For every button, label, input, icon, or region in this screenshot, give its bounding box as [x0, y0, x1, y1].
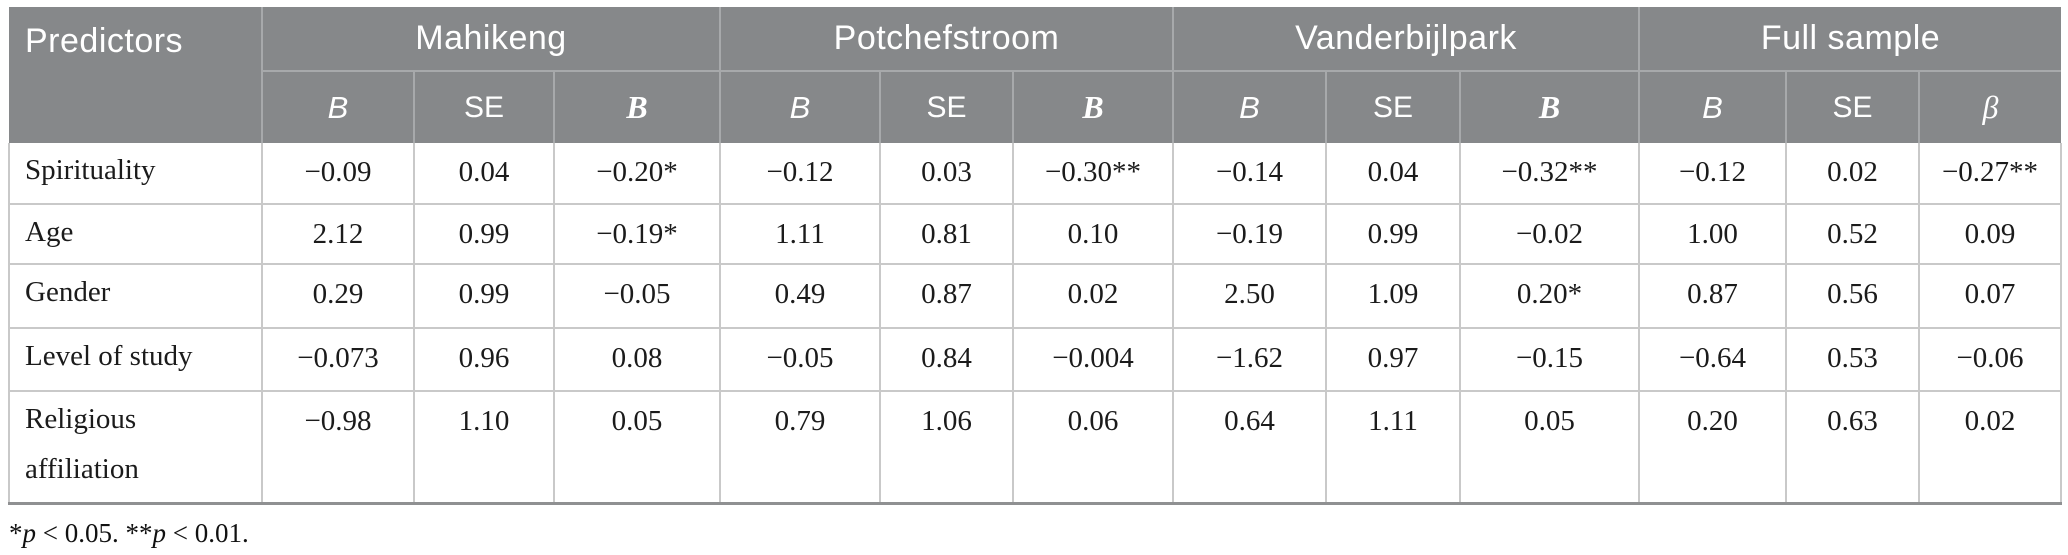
- footnote-segment: p: [22, 517, 37, 548]
- group-header-mahikeng: Mahikeng: [261, 7, 720, 72]
- cell-value: 0.79: [719, 391, 880, 503]
- cell-value: 1.00: [1638, 204, 1786, 265]
- cell-value: −0.20*: [553, 143, 720, 205]
- cell-value: 0.03: [879, 143, 1013, 205]
- row-label: Age: [8, 204, 262, 265]
- cell-value: 0.10: [1012, 204, 1173, 265]
- subheader-mahikeng-b: B: [261, 71, 414, 143]
- table-row-religious-affiliation: Religious affiliation −0.98 1.10 0.05 0.…: [8, 391, 2063, 503]
- table-row-age: Age 2.12 0.99 −0.19* 1.11 0.81 0.10 −0.1…: [8, 204, 2063, 265]
- cell-value: −0.05: [719, 328, 880, 392]
- row-label: Gender: [8, 264, 262, 329]
- group-header-vanderbijlpark: Vanderbijlpark: [1172, 7, 1639, 72]
- cell-value: 0.63: [1785, 391, 1919, 503]
- cell-value: −0.09: [261, 143, 414, 205]
- cell-value: 0.49: [719, 264, 880, 329]
- subheader-vanderbijlpark-b: B: [1172, 71, 1326, 143]
- table-body: Spirituality −0.09 0.04 −0.20* −0.12 0.0…: [8, 143, 2063, 503]
- cell-value: 0.09: [1917, 204, 2063, 265]
- cell-value: 2.12: [261, 204, 414, 265]
- subheader-full-sample-beta: β: [1917, 71, 2062, 143]
- cell-value: 0.97: [1325, 328, 1460, 392]
- footnote-segment: p: [152, 517, 166, 548]
- cell-value: −0.30**: [1012, 143, 1173, 205]
- subheader-row: B SE B B SE B B SE B B SE β: [9, 71, 2062, 143]
- footnote-segment: < 0.05. **: [36, 517, 153, 548]
- cell-value: −0.073: [261, 328, 414, 392]
- group-header-full-sample: Full sample: [1637, 7, 2062, 72]
- cell-value: −0.02: [1459, 204, 1639, 265]
- cell-value: 0.52: [1785, 204, 1919, 265]
- cell-value: 0.20: [1638, 391, 1786, 503]
- subheader-mahikeng-se: SE: [413, 71, 554, 143]
- significance-footnote: *p < 0.05. **p < 0.01.: [9, 518, 2068, 549]
- subheader-full-sample-b: B: [1638, 71, 1786, 143]
- cell-value: −0.64: [1638, 328, 1786, 392]
- cell-value: −0.12: [1638, 143, 1786, 205]
- cell-value: −0.06: [1917, 328, 2063, 392]
- cell-value: 1.11: [719, 204, 880, 265]
- cell-value: −1.62: [1172, 328, 1326, 392]
- regression-table: Predictors Mahikeng Potchefstroom Vander…: [8, 7, 2063, 505]
- row-label: Religious affiliation: [8, 391, 262, 503]
- cell-value: 0.06: [1012, 391, 1173, 503]
- cell-value: 0.02: [1785, 143, 1919, 205]
- footnote-segment: *: [9, 517, 23, 548]
- cell-value: 0.29: [261, 264, 414, 329]
- subheader-full-sample-se: SE: [1785, 71, 1919, 143]
- group-header-row: Predictors Mahikeng Potchefstroom Vander…: [9, 7, 2062, 143]
- cell-value: 1.06: [879, 391, 1013, 503]
- cell-value: 0.02: [1012, 264, 1173, 329]
- cell-value: 0.64: [1172, 391, 1326, 503]
- table-row-spirituality: Spirituality −0.09 0.04 −0.20* −0.12 0.0…: [8, 143, 2063, 205]
- cell-value: 0.05: [1459, 391, 1639, 503]
- cell-value: −0.19: [1172, 204, 1326, 265]
- subheader-potchefstroom-se: SE: [879, 71, 1013, 143]
- row-label: Spirituality: [8, 143, 262, 205]
- cell-value: 0.84: [879, 328, 1013, 392]
- cell-value: 0.04: [413, 143, 554, 205]
- cell-value: −0.05: [553, 264, 720, 329]
- cell-value: 1.10: [413, 391, 554, 503]
- cell-value: 0.99: [413, 204, 554, 265]
- table-row-level-of-study: Level of study −0.073 0.96 0.08 −0.05 0.…: [8, 328, 2063, 392]
- subheader-vanderbijlpark-beta: B: [1459, 71, 1639, 143]
- cell-value: 0.56: [1785, 264, 1919, 329]
- cell-value: 0.08: [553, 328, 720, 392]
- subheader-potchefstroom-beta: B: [1012, 71, 1173, 143]
- column-header-predictors: Predictors: [9, 7, 262, 143]
- cell-value: 0.96: [413, 328, 554, 392]
- cell-value: 2.50: [1172, 264, 1326, 329]
- cell-value: −0.98: [261, 391, 414, 503]
- cell-value: 0.87: [1638, 264, 1786, 329]
- cell-value: −0.004: [1012, 328, 1173, 392]
- cell-value: −0.32**: [1459, 143, 1639, 205]
- cell-value: 0.04: [1325, 143, 1460, 205]
- cell-value: 0.02: [1917, 391, 2063, 503]
- cell-value: 0.07: [1917, 264, 2063, 329]
- cell-value: −0.14: [1172, 143, 1326, 205]
- cell-value: −0.27**: [1917, 143, 2063, 205]
- subheader-mahikeng-beta: B: [553, 71, 720, 143]
- cell-value: −0.12: [719, 143, 880, 205]
- cell-value: −0.19*: [553, 204, 720, 265]
- cell-value: 0.53: [1785, 328, 1919, 392]
- cell-value: −0.15: [1459, 328, 1639, 392]
- footnote-segment: < 0.01.: [165, 517, 249, 548]
- table-header: Predictors Mahikeng Potchefstroom Vander…: [9, 7, 2062, 143]
- group-header-potchefstroom: Potchefstroom: [719, 7, 1173, 72]
- cell-value: 0.05: [553, 391, 720, 503]
- cell-value: 0.20*: [1459, 264, 1639, 329]
- cell-value: 0.99: [413, 264, 554, 329]
- row-label: Level of study: [8, 328, 262, 392]
- cell-value: 1.09: [1325, 264, 1460, 329]
- table-row-gender: Gender 0.29 0.99 −0.05 0.49 0.87 0.02 2.…: [8, 264, 2063, 329]
- cell-value: 1.11: [1325, 391, 1460, 503]
- cell-value: 0.99: [1325, 204, 1460, 265]
- subheader-vanderbijlpark-se: SE: [1325, 71, 1460, 143]
- cell-value: 0.81: [879, 204, 1013, 265]
- subheader-potchefstroom-b: B: [719, 71, 880, 143]
- cell-value: 0.87: [879, 264, 1013, 329]
